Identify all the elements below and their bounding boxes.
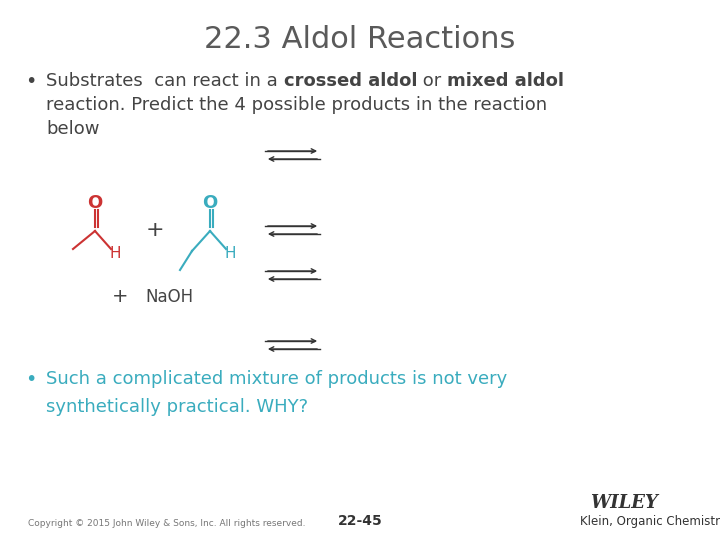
Text: WILEY: WILEY bbox=[590, 494, 658, 512]
Text: Copyright © 2015 John Wiley & Sons, Inc. All rights reserved.: Copyright © 2015 John Wiley & Sons, Inc.… bbox=[28, 519, 305, 528]
Text: below: below bbox=[46, 120, 99, 138]
Text: crossed aldol: crossed aldol bbox=[284, 72, 417, 90]
Text: reaction. Predict the 4 possible products in the reaction: reaction. Predict the 4 possible product… bbox=[46, 96, 547, 114]
Text: H: H bbox=[109, 246, 121, 260]
Text: H: H bbox=[224, 246, 235, 260]
Text: or: or bbox=[417, 72, 447, 90]
Text: +: + bbox=[112, 287, 128, 307]
Text: •: • bbox=[25, 72, 37, 91]
Text: O: O bbox=[202, 194, 217, 212]
Text: Such a complicated mixture of products is not very
synthetically practical. WHY?: Such a complicated mixture of products i… bbox=[46, 370, 508, 416]
Text: O: O bbox=[87, 194, 103, 212]
Text: +: + bbox=[145, 220, 164, 240]
Text: Klein, Organic Chemistry 2e: Klein, Organic Chemistry 2e bbox=[580, 515, 720, 528]
Text: •: • bbox=[25, 370, 37, 389]
Text: 22.3 Aldol Reactions: 22.3 Aldol Reactions bbox=[204, 25, 516, 54]
Text: mixed aldol: mixed aldol bbox=[447, 72, 564, 90]
Text: NaOH: NaOH bbox=[145, 288, 193, 306]
Text: Substrates  can react in a: Substrates can react in a bbox=[46, 72, 284, 90]
Text: 22-45: 22-45 bbox=[338, 514, 382, 528]
